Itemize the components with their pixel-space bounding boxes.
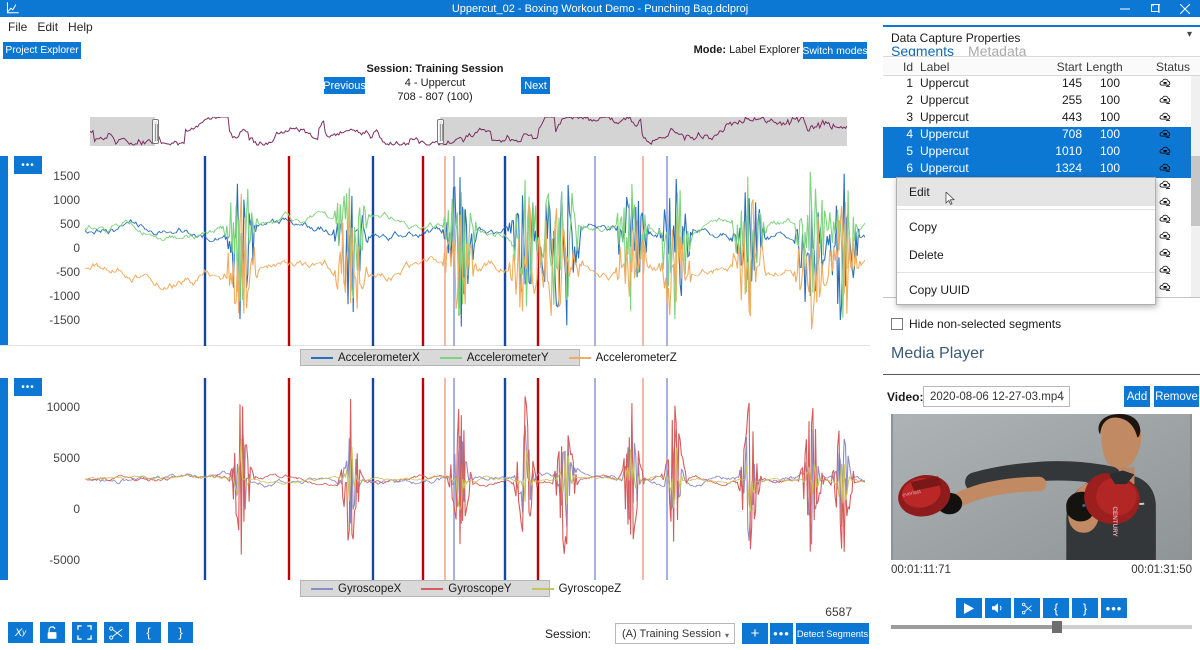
- svg-text:CENTURY: CENTURY: [1111, 506, 1118, 537]
